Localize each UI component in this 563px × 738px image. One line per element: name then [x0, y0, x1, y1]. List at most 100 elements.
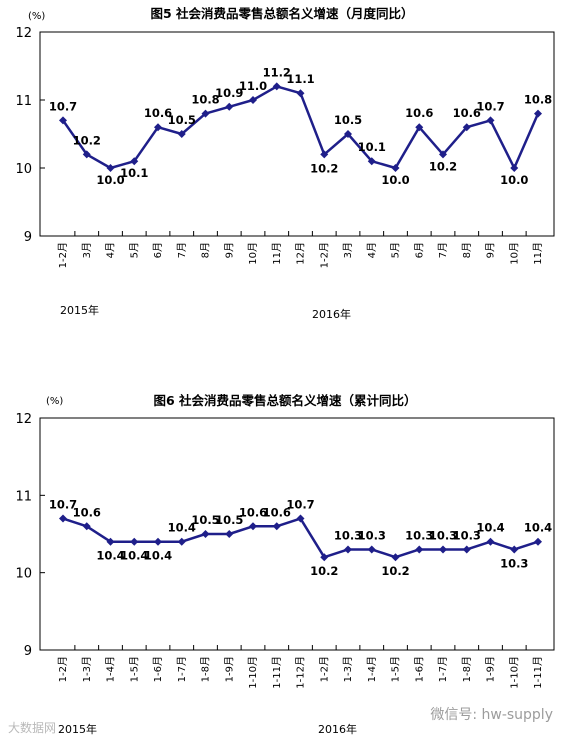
data-label: 10.6	[239, 505, 267, 519]
data-label: 10.6	[263, 505, 291, 519]
x-tick-label: 1-12月	[295, 656, 307, 689]
y-tick-label: 9	[24, 230, 32, 245]
x-tick-label: 9月	[485, 242, 497, 258]
data-point	[106, 164, 115, 172]
data-point	[486, 537, 495, 546]
data-point	[82, 150, 91, 159]
data-point	[510, 164, 519, 172]
data-label: 10.2	[381, 564, 409, 578]
x-tick-label: 1-11月	[532, 656, 544, 689]
x-tick-label: 1-6月	[152, 656, 164, 682]
data-point	[367, 545, 376, 554]
data-point	[201, 109, 210, 118]
y-tick-label: 11	[15, 94, 32, 109]
data-point	[510, 545, 519, 554]
data-point	[415, 545, 424, 554]
data-label: 10.3	[453, 528, 481, 542]
x-tick-label: 1-6月	[413, 656, 425, 682]
y-unit-label: (%)	[28, 11, 45, 22]
data-label: 10.0	[96, 173, 124, 187]
data-point	[59, 514, 67, 523]
data-label: 10.0	[381, 173, 409, 187]
data-point	[201, 530, 210, 538]
data-point	[415, 123, 424, 132]
y-tick-label: 9	[24, 644, 32, 659]
y-axis: 9 10 11 12	[15, 26, 45, 245]
x-tick-label: 1-9月	[485, 656, 497, 682]
series-points	[59, 82, 542, 172]
x-tick-label: 1-5月	[128, 656, 140, 682]
plot-frame	[39, 417, 555, 651]
x-axis: 1-2月 1-3月 1-4月 1-5月 1-6月 1-7月 1-8月 1-9月 1-10月 1-1…	[57, 645, 544, 689]
x-tick-label: 1-7月	[176, 656, 188, 682]
x-tick-label: 1-3月	[342, 656, 354, 682]
data-point	[177, 130, 186, 138]
x-tick-label: 1-9月	[223, 656, 235, 682]
data-label: 10.4	[120, 549, 148, 563]
data-point	[130, 157, 139, 166]
x-tick-label: 1-2月	[318, 242, 330, 268]
data-point	[154, 537, 162, 546]
data-label: 10.6	[73, 505, 101, 519]
x-tick-label: 1-4月	[366, 656, 378, 682]
watermark-logo: 大数据网	[8, 721, 57, 735]
data-labels: 10.710.610.410.410.410.410.510.510.610.6…	[49, 498, 552, 579]
x-tick-label: 11月	[271, 242, 283, 265]
series-points	[59, 514, 542, 562]
data-point	[534, 537, 542, 546]
data-label: 10.2	[310, 564, 338, 578]
data-point	[154, 123, 162, 132]
y-tick-label: 12	[15, 26, 32, 41]
data-label: 10.8	[191, 93, 219, 107]
data-point	[296, 89, 305, 98]
x-tick-label: 1-8月	[461, 656, 473, 682]
data-label: 10.3	[405, 528, 433, 542]
x-tick-label: 1-2月	[318, 656, 330, 682]
data-point	[296, 514, 305, 523]
data-point	[225, 530, 234, 538]
data-label: 10.2	[73, 133, 101, 147]
data-point	[486, 116, 495, 125]
x-tick-label: 7月	[176, 242, 188, 258]
chart-monthly: 图5 社会消费品零售总额名义增速（月度同比） (%) 9 10 11 12 1-2月 3…	[15, 6, 555, 321]
year-label-2016: 2016年	[318, 722, 357, 736]
data-point	[249, 522, 257, 531]
data-point	[439, 150, 447, 159]
data-label: 10.7	[476, 99, 504, 113]
y-tick-label: 12	[15, 412, 32, 427]
data-label: 10.2	[429, 159, 457, 173]
data-point	[225, 102, 234, 111]
data-point	[320, 150, 329, 159]
x-tick-label: 1-2月	[57, 656, 69, 682]
x-tick-label: 1-10月	[508, 656, 520, 689]
data-point	[391, 553, 400, 562]
data-label: 11.1	[286, 72, 314, 86]
chart-title: 图6 社会消费品零售总额名义增速（累计同比）	[153, 393, 416, 408]
data-label: 10.5	[215, 513, 243, 527]
x-tick-label: 11月	[532, 242, 544, 265]
y-tick-label: 10	[15, 567, 32, 582]
data-label: 10.3	[334, 528, 362, 542]
data-point	[439, 545, 447, 554]
x-tick-label: 4月	[105, 242, 117, 258]
data-label: 11.2	[263, 65, 291, 79]
x-tick-label: 1-3月	[81, 656, 93, 682]
data-label: 10.7	[49, 498, 77, 512]
data-point	[130, 537, 139, 546]
x-tick-label: 8月	[200, 242, 212, 258]
data-point	[344, 545, 352, 554]
x-tick-label: 5月	[128, 242, 140, 258]
y-axis: 9 10 11 12	[15, 412, 45, 659]
data-point	[367, 157, 376, 166]
x-tick-label: 1-7月	[437, 656, 449, 682]
data-point	[82, 522, 91, 531]
y-tick-label: 10	[15, 162, 32, 177]
data-point	[462, 123, 471, 132]
x-tick-label: 1-8月	[200, 656, 212, 682]
data-label: 10.7	[49, 99, 77, 113]
x-tick-label: 1-11月	[271, 656, 283, 689]
data-label: 10.2	[310, 161, 338, 175]
data-label: 11.0	[239, 79, 267, 93]
data-labels: 10.710.210.010.110.610.510.810.911.011.2…	[49, 65, 552, 187]
